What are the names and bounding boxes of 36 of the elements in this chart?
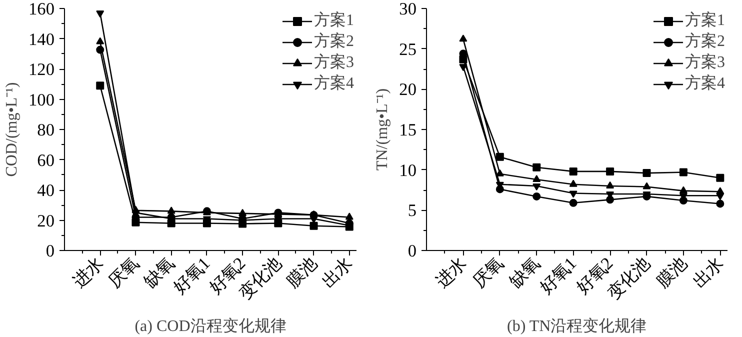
legend-label: 方案3 [685,52,725,73]
x-tick-label: 进水 [432,254,470,292]
y-tick-label: 25 [399,40,416,59]
y-tick-label: 60 [37,150,54,170]
x-tick-label: 出水 [689,254,727,292]
x-tick-label: 进水 [69,254,107,292]
y-axis-title: COD/(mg•L⁻¹) [4,82,21,177]
y-axis-title: TN/(mg•L⁻¹) [374,88,392,171]
x-tick-label: 厌氧 [104,254,142,292]
legend-label: 方案4 [314,73,354,94]
legend-label: 方案3 [314,52,354,73]
x-tick-label: 厌氧 [469,254,507,292]
x-axis-title: (b) TN沿程变化规律 [507,316,647,335]
y-tick-label: 160 [28,0,55,18]
y-tick-label: 40 [37,181,54,200]
legend-label: 方案2 [685,31,725,52]
y-tick-label: 80 [37,120,54,140]
x-tick-label: 出水 [318,254,356,292]
y-tick-label: 0 [46,242,55,260]
y-tick-label: 10 [399,160,416,180]
y-tick-label: 30 [399,0,416,18]
y-tick-label: 140 [28,30,55,49]
y-tick-label: 5 [408,201,417,220]
y-tick-label: 15 [399,120,416,140]
y-tick-label: 20 [399,80,416,100]
y-tick-label: 0 [408,242,417,260]
legend-label: 方案2 [314,31,354,52]
legend-label: 方案1 [685,10,725,31]
legend-label: 方案4 [685,73,725,94]
x-axis-title: (a) COD沿程变化规律 [134,316,286,335]
y-tick-label: 120 [28,60,55,79]
legend-label: 方案1 [314,10,354,31]
x-tick-label: 膜池 [652,254,690,292]
x-tick-label: 膜池 [283,254,320,292]
y-tick-label: 100 [28,90,55,110]
y-tick-label: 20 [37,211,54,230]
